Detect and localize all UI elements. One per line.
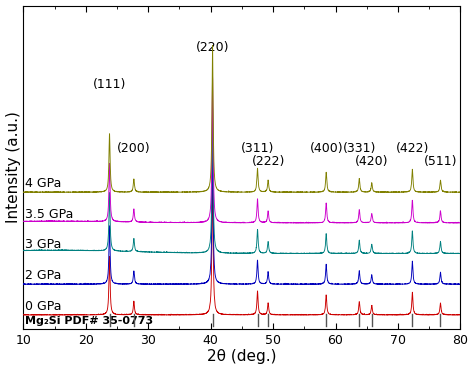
Text: (420): (420) bbox=[355, 155, 389, 168]
Text: 2 GPa: 2 GPa bbox=[25, 269, 62, 282]
Text: (111): (111) bbox=[93, 78, 126, 91]
Text: (311): (311) bbox=[241, 142, 274, 155]
Text: (220): (220) bbox=[196, 41, 229, 54]
Text: (222): (222) bbox=[251, 155, 285, 168]
Text: Mg₂Si PDF# 35-0773: Mg₂Si PDF# 35-0773 bbox=[25, 316, 153, 326]
Text: 0 GPa: 0 GPa bbox=[25, 300, 62, 313]
Y-axis label: Intensity (a.u.): Intensity (a.u.) bbox=[6, 111, 20, 223]
Text: (511): (511) bbox=[424, 155, 457, 168]
Text: 3.5 GPa: 3.5 GPa bbox=[25, 208, 73, 221]
Text: 3 GPa: 3 GPa bbox=[25, 238, 62, 252]
X-axis label: 2θ (deg.): 2θ (deg.) bbox=[207, 349, 277, 364]
Text: (200): (200) bbox=[117, 142, 151, 155]
Text: (400): (400) bbox=[310, 142, 343, 155]
Text: (331): (331) bbox=[343, 142, 376, 155]
Text: (422): (422) bbox=[396, 142, 429, 155]
Text: 4 GPa: 4 GPa bbox=[25, 177, 62, 190]
